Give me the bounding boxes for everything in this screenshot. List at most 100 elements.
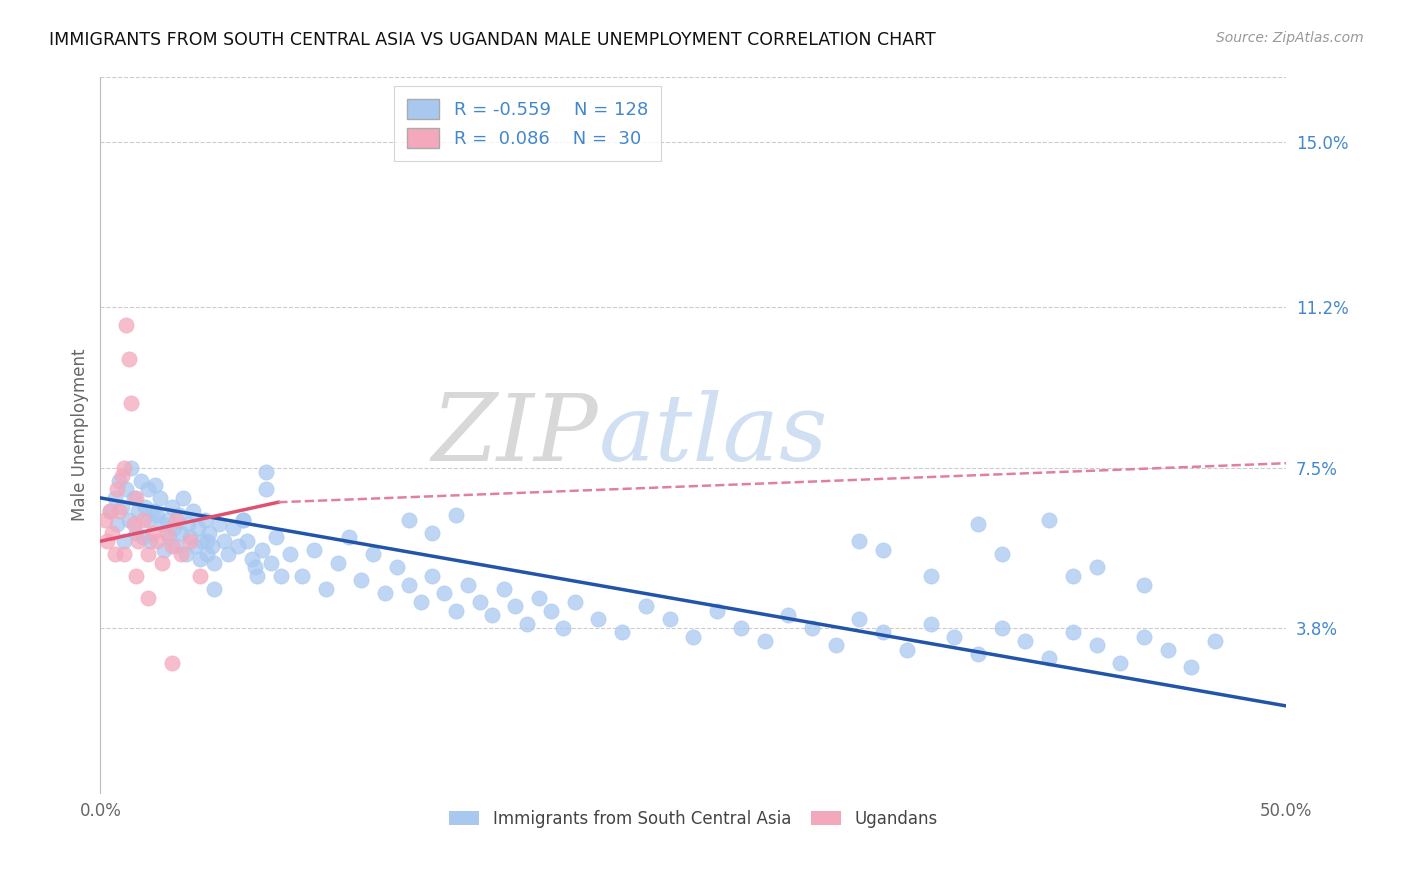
Point [127,534,149,549]
Text: atlas: atlas [599,390,828,480]
Point [194,512,217,526]
Point [141,525,163,540]
Point [103,547,125,561]
Point [943,630,966,644]
Point [217,547,239,561]
Point [232,512,254,526]
Point [291,569,314,583]
Point [191,534,214,549]
Point [125,569,148,583]
Point [540,604,562,618]
Point [150,556,173,570]
Point [990,547,1012,561]
Point [778,607,800,622]
Point [398,512,420,526]
Point [254,465,277,479]
Point [920,569,942,583]
Point [457,577,479,591]
Point [361,547,384,561]
Point [165,539,187,553]
Point [167,508,190,523]
Point [179,534,201,549]
Point [112,534,135,549]
Point [195,534,218,549]
Text: ZIP: ZIP [432,390,599,480]
Point [98,504,121,518]
Point [188,551,211,566]
Point [118,512,141,526]
Point [188,569,211,583]
Point [505,599,527,614]
Point [111,469,134,483]
Point [139,534,162,549]
Point [108,504,131,518]
Point [112,547,135,561]
Point [730,621,752,635]
Point [374,586,396,600]
Point [433,586,456,600]
Point [108,474,131,488]
Point [96,534,118,549]
Point [201,539,224,553]
Point [1157,642,1180,657]
Point [444,604,467,618]
Point [150,516,173,531]
Point [243,560,266,574]
Point [170,547,193,561]
Point [163,521,186,535]
Point [246,569,269,583]
Point [1133,577,1156,591]
Point [1085,560,1108,574]
Point [1038,651,1060,665]
Point [146,508,169,523]
Point [132,530,155,544]
Point [350,574,373,588]
Point [612,625,634,640]
Point [177,516,200,531]
Point [872,625,894,640]
Point [149,491,172,505]
Point [136,482,159,496]
Point [202,556,225,570]
Point [398,577,420,591]
Point [202,582,225,596]
Point [181,504,204,518]
Point [1062,569,1084,583]
Point [468,595,491,609]
Point [264,530,287,544]
Point [481,607,503,622]
Point [120,395,142,409]
Point [136,512,159,526]
Point [127,504,149,518]
Point [240,551,263,566]
Point [122,491,145,505]
Point [658,612,681,626]
Point [409,595,432,609]
Point [516,616,538,631]
Point [134,500,156,514]
Point [1014,634,1036,648]
Point [1204,634,1226,648]
Text: Source: ZipAtlas.com: Source: ZipAtlas.com [1216,31,1364,45]
Point [156,512,179,526]
Point [198,525,221,540]
Point [226,539,249,553]
Point [848,612,870,626]
Point [551,621,574,635]
Point [967,516,990,531]
Point [187,521,209,535]
Point [212,534,235,549]
Point [136,591,159,605]
Point [250,542,273,557]
Point [1085,638,1108,652]
Point [118,352,141,367]
Point [146,534,169,549]
Point [160,656,183,670]
Point [165,512,187,526]
Point [115,482,138,496]
Point [101,525,124,540]
Point [824,638,846,652]
Point [967,647,990,661]
Point [120,460,142,475]
Point [160,500,183,514]
